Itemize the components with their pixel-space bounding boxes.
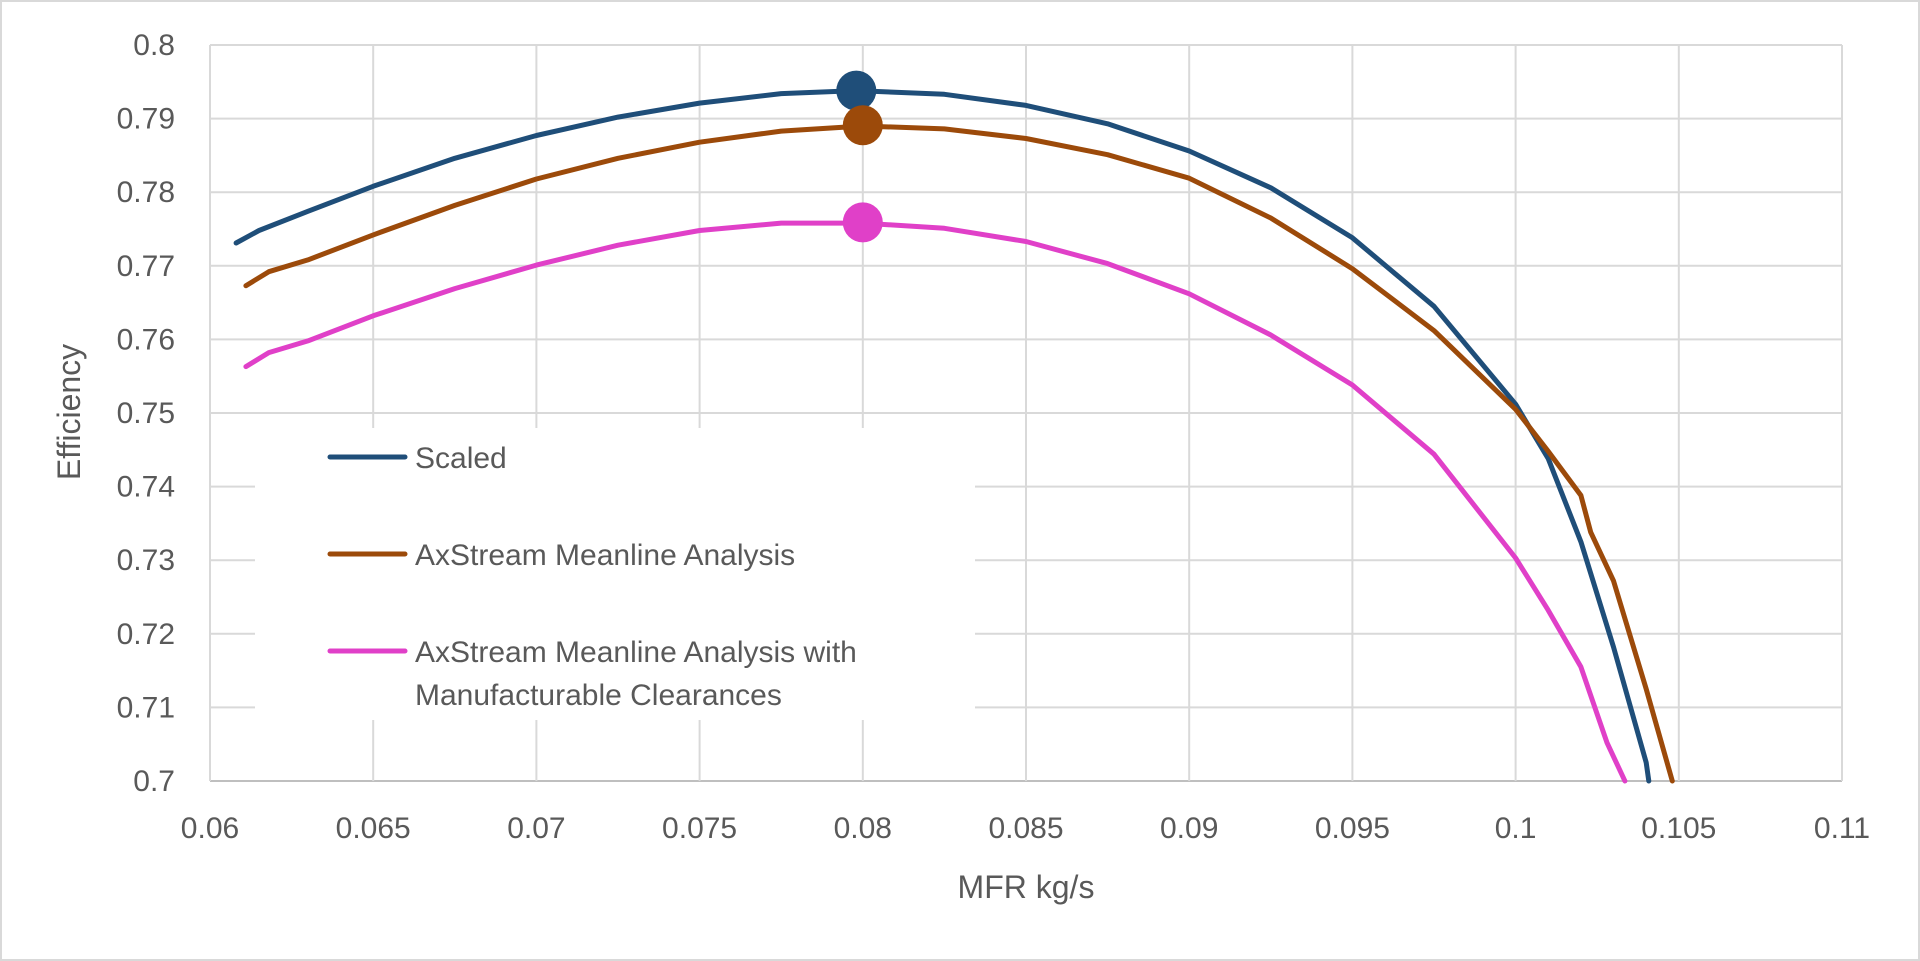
y-tick-label: 0.78 [117, 176, 175, 209]
series-2-peak-marker [842, 105, 883, 146]
x-axis-title: MFR kg/s [958, 869, 1095, 905]
series-1-line [233, 88, 1652, 784]
legend-label-3: AxStream Meanline Analysis with Manufactu… [415, 636, 857, 712]
x-axis-ticks: 0.06 0.065 0.07 0.075 0.08 0.085 0.09 0.095 0.1 0… [181, 812, 1870, 845]
y-axis-ticks: 0.8 0.79 0.78 0.77 0.76 0.75 0.74 0.73 0.72 0.71 0… [117, 29, 175, 798]
y-tick-label: 0.71 [117, 691, 175, 724]
series-3-peak-marker [842, 202, 883, 243]
legend-label-2: AxStream Meanline Analysis [415, 539, 795, 572]
x-tick-label: 0.065 [336, 812, 411, 845]
x-tick-label: 0.1 [1495, 812, 1537, 845]
series-2-line [243, 123, 1675, 784]
x-tick-label: 0.105 [1641, 812, 1716, 845]
series-1-peak-marker [836, 70, 877, 111]
x-tick-label: 0.09 [1160, 812, 1218, 845]
x-tick-label: 0.085 [988, 812, 1063, 845]
y-tick-label: 0.77 [117, 250, 175, 283]
legend-background [255, 428, 975, 720]
legend-label-1: Scaled [415, 442, 507, 475]
y-tick-label: 0.73 [117, 544, 175, 577]
x-tick-label: 0.06 [181, 812, 239, 845]
x-tick-label: 0.11 [1814, 812, 1870, 845]
y-tick-label: 0.74 [117, 471, 175, 504]
y-axis-title: Efficiency [51, 344, 87, 480]
y-tick-label: 0.79 [117, 103, 175, 136]
legend: Scaled AxStream Meanline Analysis AxStream… [255, 428, 975, 720]
x-tick-label: 0.095 [1315, 812, 1390, 845]
y-tick-label: 0.8 [133, 29, 175, 62]
x-tick-label: 0.07 [507, 812, 565, 845]
y-tick-label: 0.75 [117, 397, 175, 430]
y-tick-label: 0.7 [133, 765, 175, 798]
series-group [233, 70, 1675, 784]
y-tick-label: 0.76 [117, 323, 175, 356]
series-3-line [243, 220, 1628, 784]
x-tick-label: 0.075 [662, 812, 737, 845]
y-tick-label: 0.72 [117, 618, 175, 651]
x-tick-label: 0.08 [834, 812, 892, 845]
